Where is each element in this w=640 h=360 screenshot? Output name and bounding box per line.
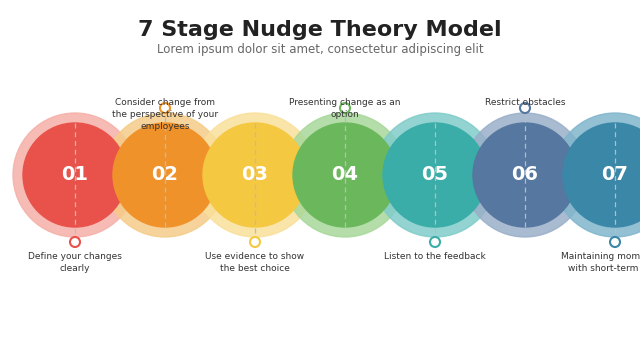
Text: 04: 04 bbox=[332, 166, 358, 184]
Text: Restrict obstacles: Restrict obstacles bbox=[484, 98, 565, 107]
Circle shape bbox=[113, 123, 217, 227]
Circle shape bbox=[193, 113, 317, 237]
Circle shape bbox=[373, 113, 497, 237]
Text: Maintaining momentum
with short-term wins: Maintaining momentum with short-term win… bbox=[561, 252, 640, 273]
Circle shape bbox=[283, 113, 407, 237]
Circle shape bbox=[563, 123, 640, 227]
Circle shape bbox=[13, 113, 137, 237]
Circle shape bbox=[23, 123, 127, 227]
Text: Listen to the feedback: Listen to the feedback bbox=[384, 252, 486, 261]
Text: Presenting change as an
option: Presenting change as an option bbox=[289, 98, 401, 119]
Circle shape bbox=[103, 113, 227, 237]
Text: 03: 03 bbox=[241, 166, 268, 184]
Text: 05: 05 bbox=[422, 166, 449, 184]
Circle shape bbox=[553, 113, 640, 237]
Text: 07: 07 bbox=[602, 166, 628, 184]
Circle shape bbox=[203, 123, 307, 227]
Text: Consider change from
the perspective of your
employees: Consider change from the perspective of … bbox=[112, 98, 218, 131]
Text: Lorem ipsum dolor sit amet, consectetur adipiscing elit: Lorem ipsum dolor sit amet, consectetur … bbox=[157, 44, 483, 57]
Text: 06: 06 bbox=[511, 166, 538, 184]
Circle shape bbox=[473, 123, 577, 227]
Circle shape bbox=[463, 113, 587, 237]
Text: 02: 02 bbox=[152, 166, 179, 184]
Text: 01: 01 bbox=[61, 166, 88, 184]
Circle shape bbox=[293, 123, 397, 227]
Circle shape bbox=[383, 123, 487, 227]
Text: Define your changes
clearly: Define your changes clearly bbox=[28, 252, 122, 273]
Text: Use evidence to show
the best choice: Use evidence to show the best choice bbox=[205, 252, 305, 273]
Text: 7 Stage Nudge Theory Model: 7 Stage Nudge Theory Model bbox=[138, 20, 502, 40]
